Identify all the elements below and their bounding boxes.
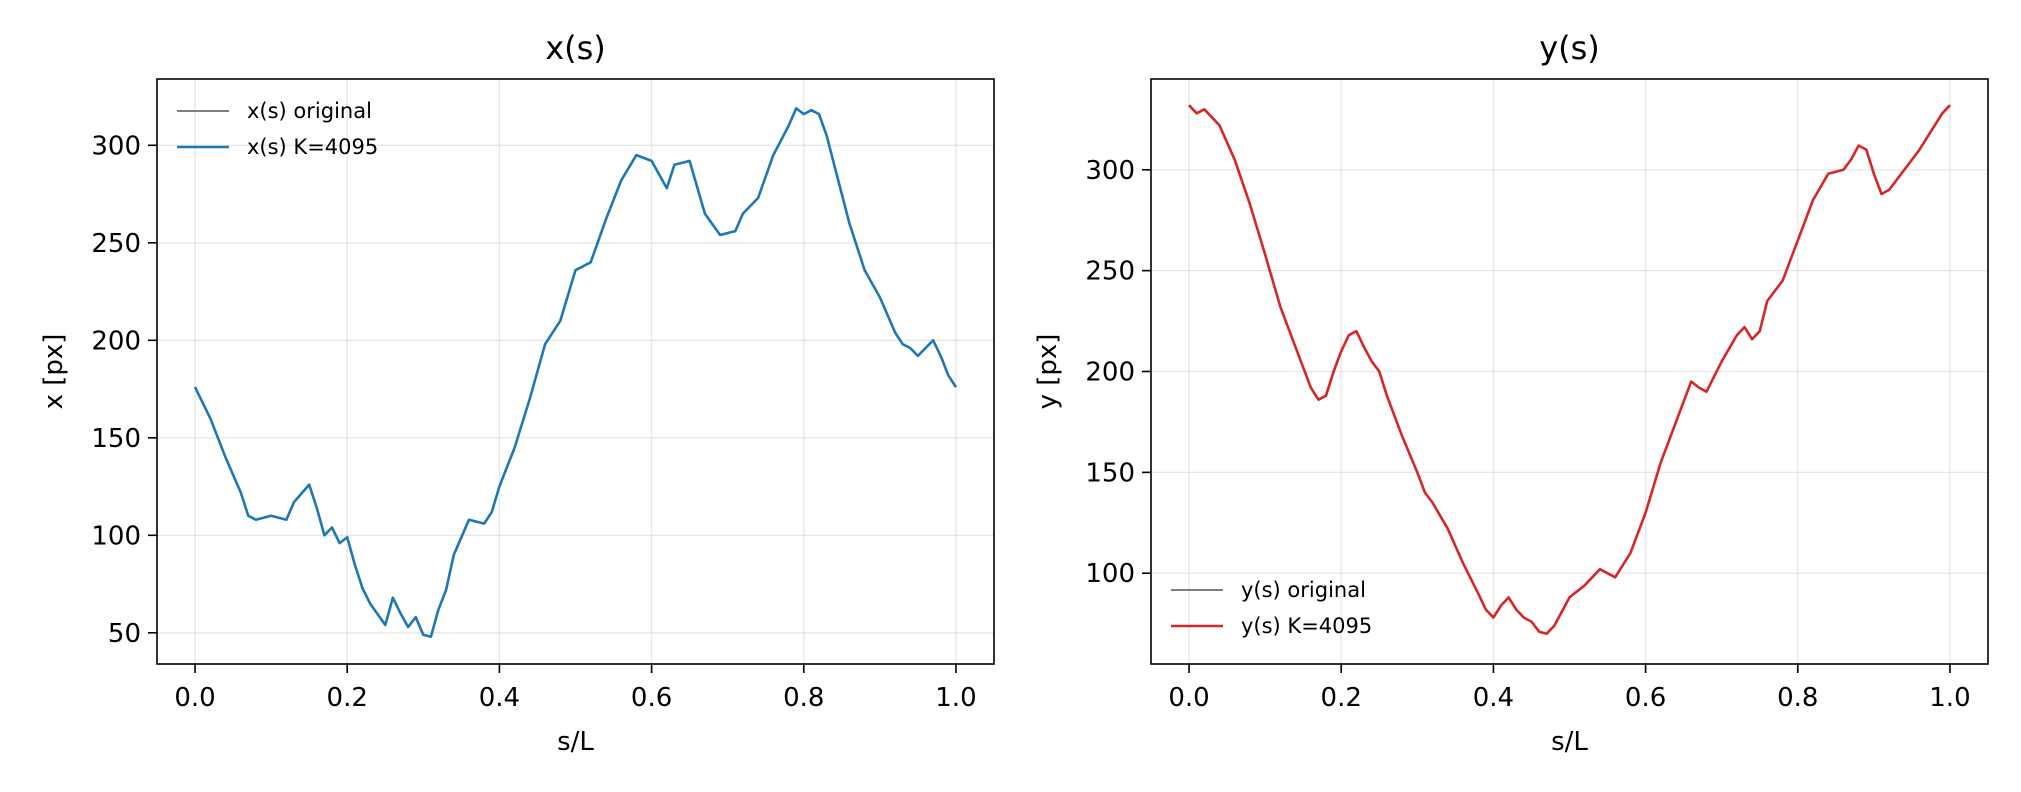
x-chart-legend: x(s) original x(s) K=4095 xyxy=(177,99,378,159)
y-chart-series xyxy=(1188,104,1951,636)
y-chart-ytick-label: 100 xyxy=(1085,559,1135,589)
x-chart-series xyxy=(193,107,958,639)
x-chart-xtick-label: 1.0 xyxy=(935,683,976,713)
y-chart-panel: 0.0 0.2 0.4 0.6 0.8 1.0 100 150 200 250 300 y(s) … xyxy=(1033,29,1989,757)
y-chart-title: y(s) xyxy=(1539,29,1600,67)
x-chart-xtick-label: 0.0 xyxy=(174,683,215,713)
y-chart-yticks: 100 150 200 250 300 xyxy=(1085,156,1151,589)
x-chart-xtick-label: 0.2 xyxy=(327,683,368,713)
y-chart-legend: y(s) original y(s) K=4095 xyxy=(1171,578,1372,638)
y-chart-xticks: 0.0 0.2 0.4 0.6 0.8 1.0 xyxy=(1168,664,1971,713)
x-chart-ytick-label: 300 xyxy=(91,131,141,161)
x-chart-ytick-label: 100 xyxy=(91,521,141,551)
x-chart-axes-frame xyxy=(156,78,995,665)
y-chart-xlabel: s/L xyxy=(1551,727,1588,757)
x-chart-series-line-reconstructed xyxy=(193,107,958,639)
y-chart-ytick-label: 300 xyxy=(1085,156,1135,186)
y-chart-ytick-label: 200 xyxy=(1085,358,1135,388)
x-chart-yticks: 50 100 150 200 250 300 xyxy=(91,131,157,649)
x-chart-ytick-label: 200 xyxy=(91,326,141,356)
x-chart-xtick-label: 0.4 xyxy=(479,683,520,713)
x-chart-panel: 0.0 0.2 0.4 0.6 0.8 1.0 50 100 150 200 250 300 x(s… xyxy=(39,29,995,757)
y-chart-legend-label: y(s) original xyxy=(1241,578,1366,602)
y-chart-ytick-label: 250 xyxy=(1085,257,1135,287)
x-chart-ytick-label: 150 xyxy=(91,424,141,454)
y-chart-xtick-label: 0.6 xyxy=(1625,683,1666,713)
x-chart-legend-label: x(s) K=4095 xyxy=(247,135,378,159)
y-chart-xtick-label: 0.4 xyxy=(1473,683,1514,713)
x-chart-title: x(s) xyxy=(545,29,606,67)
x-chart-xtick-label: 0.6 xyxy=(631,683,672,713)
y-chart-series-line-reconstructed xyxy=(1188,104,1951,636)
x-chart-xtick-label: 0.8 xyxy=(783,683,824,713)
y-chart-xtick-label: 1.0 xyxy=(1929,683,1970,713)
x-chart-ytick-label: 50 xyxy=(108,619,141,649)
x-chart-ytick-label: 250 xyxy=(91,229,141,259)
y-chart-xtick-label: 0.0 xyxy=(1168,683,1209,713)
y-chart-xtick-label: 0.2 xyxy=(1321,683,1362,713)
y-chart-grid xyxy=(1151,79,1988,664)
y-chart-ylabel: y [px] xyxy=(1033,334,1063,410)
y-chart-ytick-label: 150 xyxy=(1085,458,1135,488)
x-chart-legend-label: x(s) original xyxy=(247,99,372,123)
x-chart-xlabel: s/L xyxy=(557,727,594,757)
y-chart-xtick-label: 0.8 xyxy=(1777,683,1818,713)
x-chart-xticks: 0.0 0.2 0.4 0.6 0.8 1.0 xyxy=(174,664,977,713)
y-chart-legend-label: y(s) K=4095 xyxy=(1241,614,1372,638)
x-chart-ylabel: x [px] xyxy=(39,334,69,410)
